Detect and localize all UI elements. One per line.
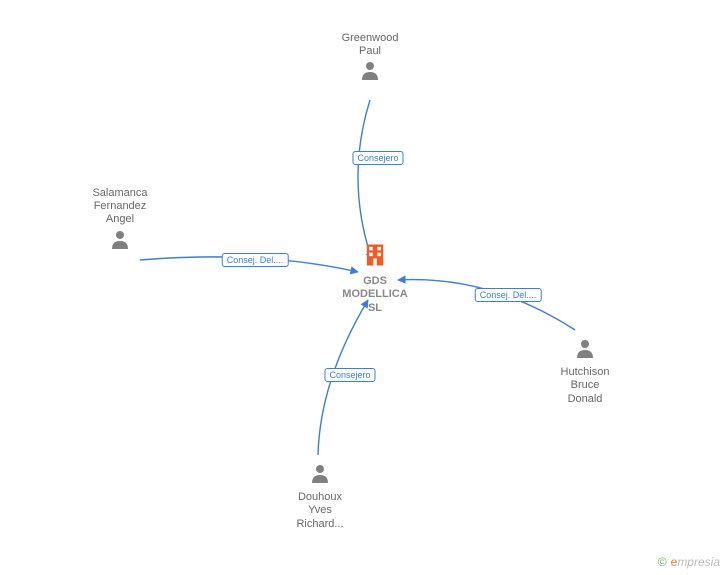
person-node-hutchison[interactable]: Hutchison Bruce Donald: [540, 336, 630, 406]
building-icon: [361, 241, 389, 269]
person-icon: [308, 461, 332, 485]
company-node[interactable]: GDS MODELLICA SL: [335, 241, 415, 315]
watermark: ©empresia: [658, 555, 720, 569]
edge-label: Consej. Del....: [222, 253, 289, 267]
edge: [358, 100, 372, 260]
person-label: Salamanca Fernandez Angel: [75, 187, 165, 227]
edge-label: Consejero: [324, 368, 375, 382]
edge-label: Consejero: [352, 151, 403, 165]
person-node-douhoux[interactable]: Douhoux Yves Richard...: [275, 461, 365, 531]
company-label: GDS MODELLICA SL: [335, 275, 415, 315]
person-node-salamanca[interactable]: Salamanca Fernandez Angel: [75, 185, 165, 255]
edge-label: Consej. Del....: [475, 288, 542, 302]
person-label: Hutchison Bruce Donald: [540, 366, 630, 406]
person-icon: [573, 336, 597, 360]
person-icon: [358, 58, 382, 82]
person-label: Douhoux Yves Richard...: [275, 491, 365, 531]
person-node-greenwood[interactable]: Greenwood Paul: [325, 30, 415, 87]
person-icon: [108, 227, 132, 251]
person-label: Greenwood Paul: [325, 32, 415, 58]
